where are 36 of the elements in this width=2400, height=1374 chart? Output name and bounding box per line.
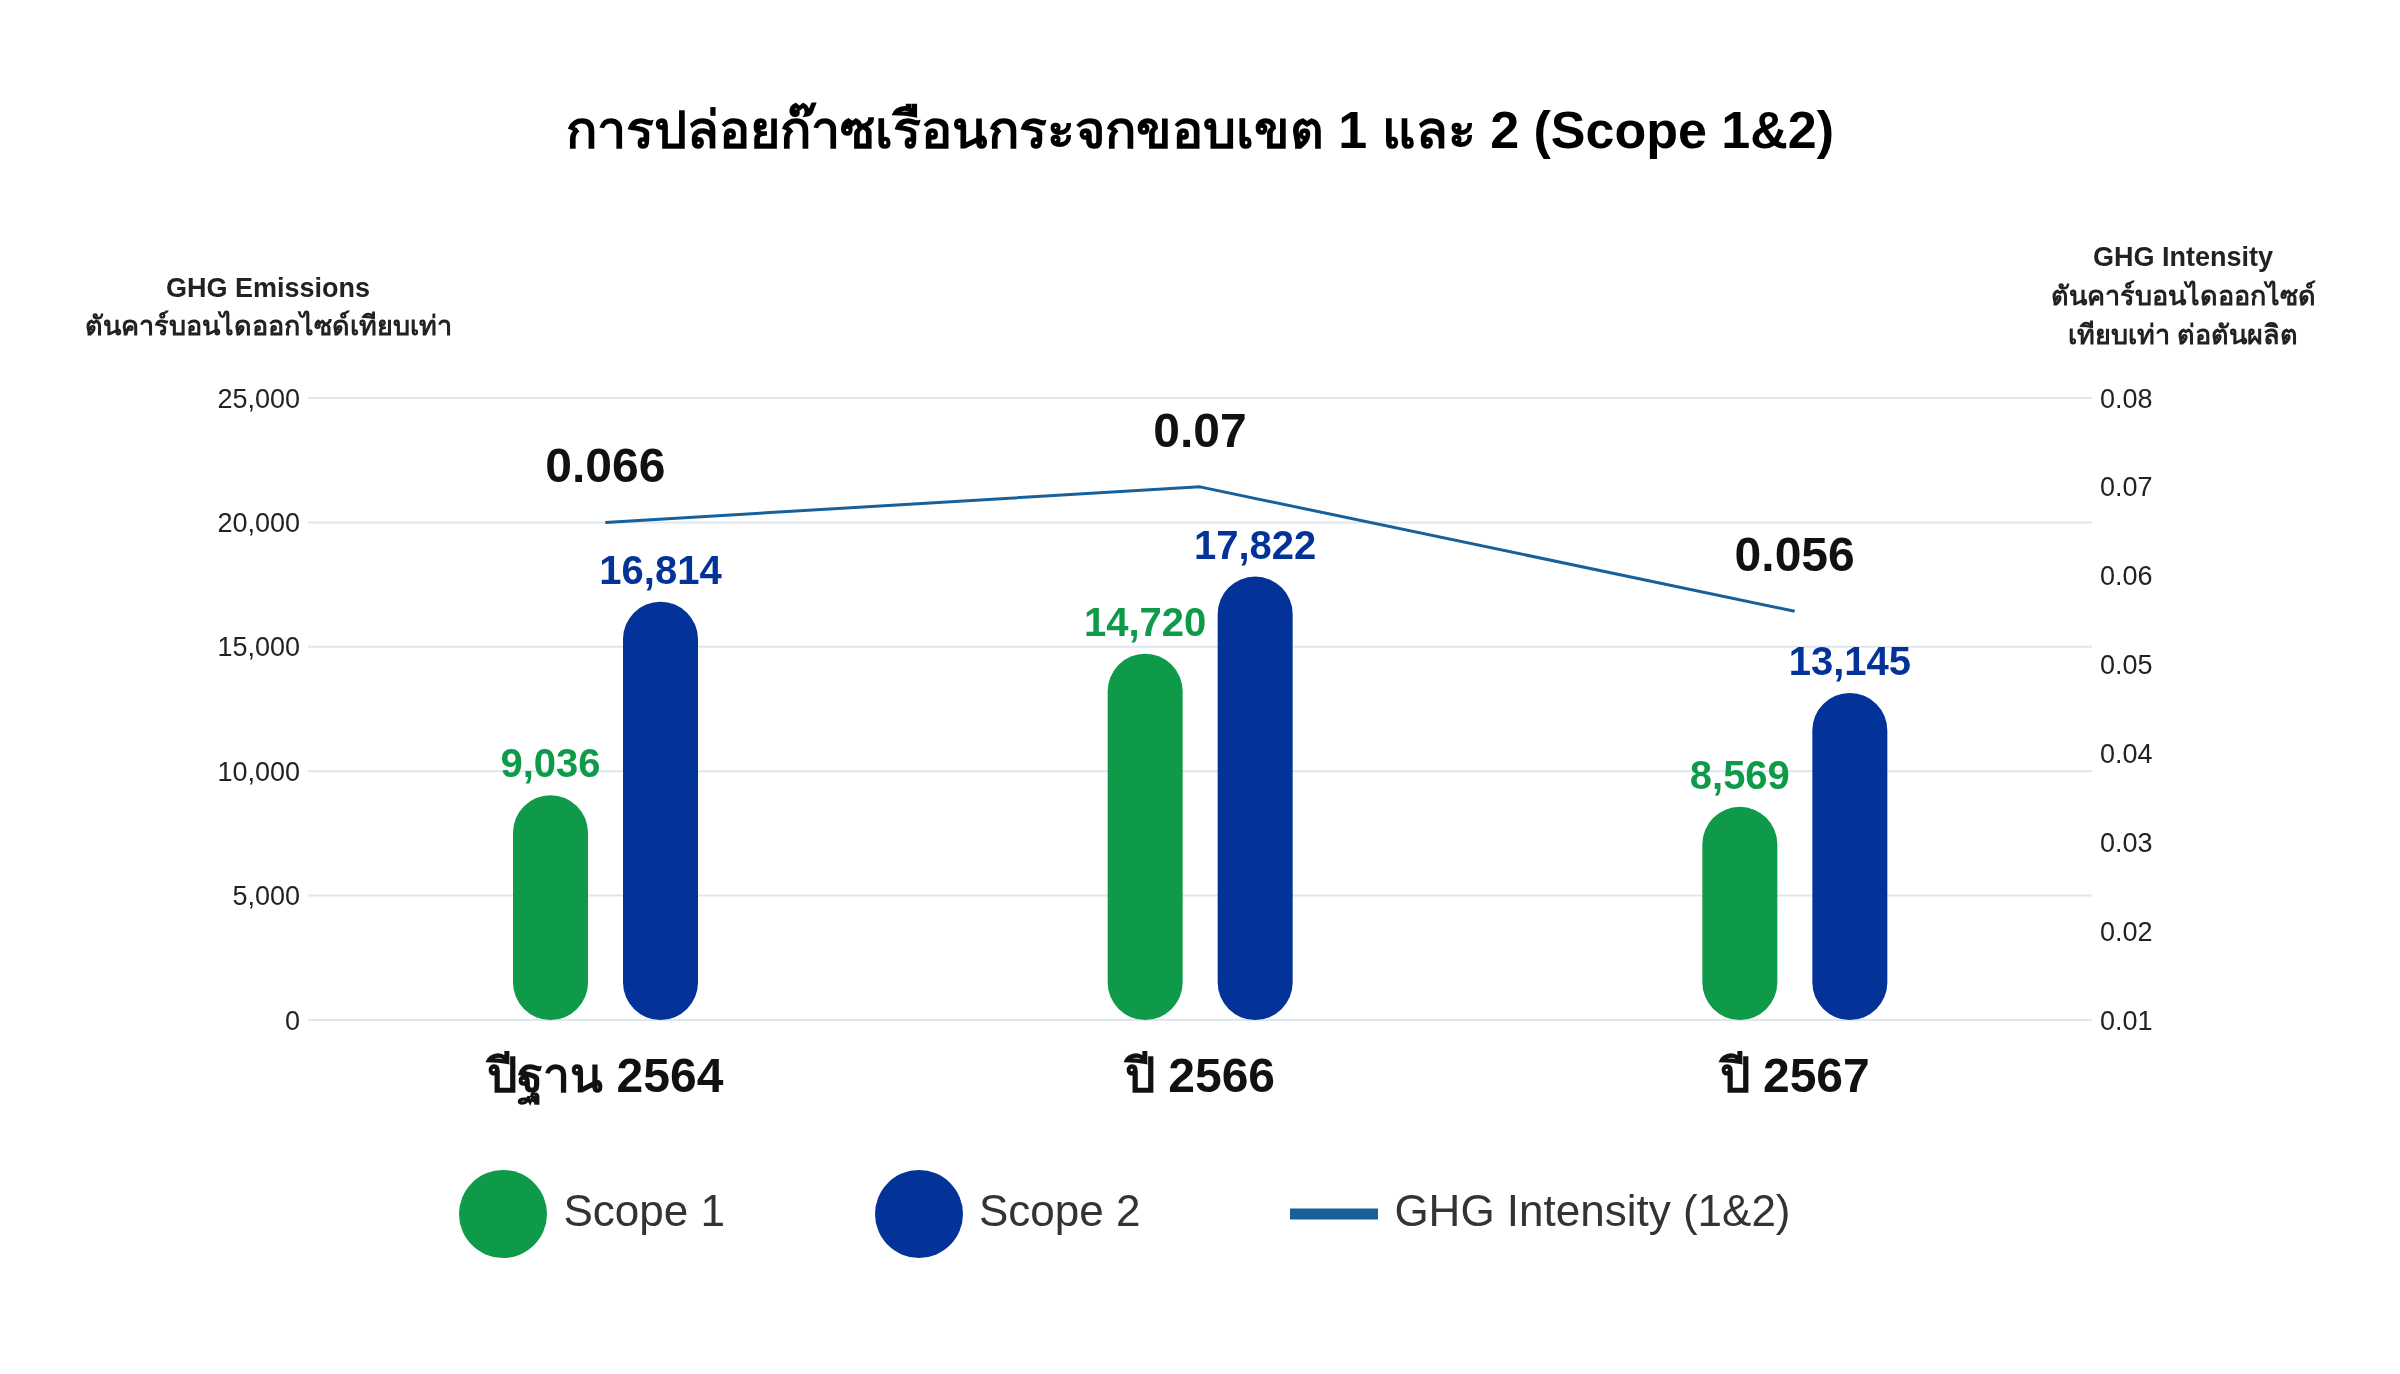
data-label: 9,036 — [500, 741, 601, 786]
data-label: 17,822 — [1193, 522, 1317, 567]
chart-title: การปล่อยก๊าซเรือนกระจกขอบเขต 1 และ 2 (Scope 1&2) — [564, 100, 1836, 161]
y2-axis-title: GHG Intensity ตันคาร์บอนไดออกไซด์ เทียบเท่า ต่อตันผลิต — [2049, 241, 2317, 353]
legend-label: Scope 2 — [978, 1185, 1141, 1235]
bar — [1107, 653, 1183, 1020]
bar — [623, 601, 698, 1020]
data-label: 13,145 — [1788, 638, 1912, 683]
data-label: 0.066 — [545, 439, 666, 493]
bar — [1217, 576, 1293, 1020]
legend-label: Scope 1 — [563, 1185, 725, 1235]
y2-tick-label: 0.02 — [2100, 916, 2153, 947]
data-label: 16,814 — [599, 547, 723, 592]
y-tick-label: 10,000 — [217, 756, 300, 787]
y2-tick-label: 0.08 — [2100, 383, 2153, 414]
y2-tick-label: 0.03 — [2100, 827, 2153, 858]
x-tick-label: ปีฐาน 2564 — [485, 1049, 724, 1108]
y-axis-title: GHG Emissions ตันคาร์บอนไดออกไซด์เทียบเท่า — [83, 273, 453, 343]
y-tick-label: 15,000 — [217, 632, 300, 663]
y2-tick-label: 0.04 — [2100, 739, 2153, 770]
data-label: 8,569 — [1689, 752, 1790, 797]
y2-tick-label: 0.01 — [2100, 1005, 2153, 1036]
data-label: 0.056 — [1734, 528, 1855, 582]
bar — [1812, 692, 1888, 1020]
y-tick-label: 0 — [284, 1005, 300, 1036]
y-tick-label: 25,000 — [217, 383, 300, 414]
y2-tick-label: 0.05 — [2100, 650, 2153, 681]
y-tick-label: 5,000 — [232, 881, 300, 912]
data-label: 14,720 — [1083, 599, 1207, 644]
legend-label: GHG Intensity (1&2) — [1394, 1185, 1791, 1235]
y-tick-label: 20,000 — [217, 507, 300, 538]
x-tick-label: ปี 2567 — [1717, 1049, 1870, 1103]
y2-tick-label: 0.06 — [2100, 561, 2153, 592]
y2-tick-label: 0.07 — [2100, 472, 2153, 503]
data-label: 0.07 — [1153, 403, 1247, 457]
x-tick-label: ปี 2566 — [1122, 1049, 1276, 1103]
